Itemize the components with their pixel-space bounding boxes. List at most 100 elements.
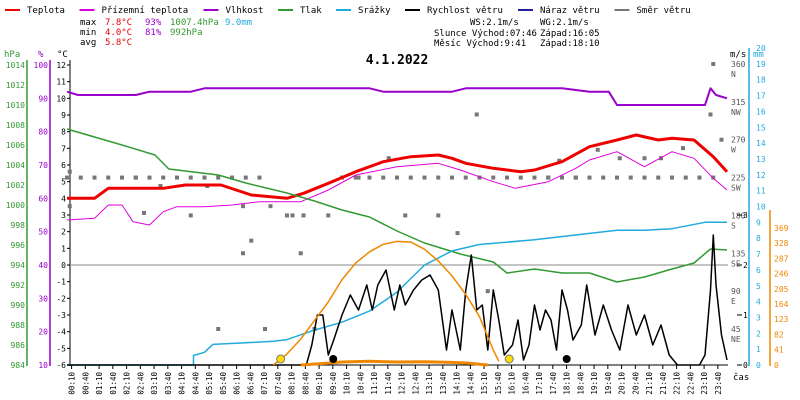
time-tick-39: 19:40 [604, 372, 613, 395]
wm2-tick-5: 164 [774, 300, 789, 309]
wind-dir-point-6 [147, 175, 152, 180]
stat-temp-1: 4.0°C [105, 28, 132, 38]
mm-tick-3: 17 [756, 92, 766, 101]
time-tick-35: 17:40 [549, 372, 558, 395]
wind-dir-point-73 [617, 156, 622, 161]
wind-dir-point-51 [656, 175, 661, 180]
hpa-unit: hPa [4, 50, 20, 60]
time-tick-36: 18:10 [563, 372, 572, 395]
mm-tick-19: 1 [756, 345, 761, 354]
temp-tick-16: -4 [56, 328, 66, 337]
wind-dir-point-76 [681, 146, 685, 151]
wind-dir-point-18 [142, 210, 146, 215]
time-tick-46: 23:10 [700, 372, 709, 395]
series-line-5 [67, 234, 728, 366]
wm2-tick-6: 123 [774, 315, 789, 324]
time-tick-2: 01:10 [95, 372, 104, 395]
time-tick-26: 13:10 [425, 372, 434, 395]
wind-dir-point-58 [263, 327, 267, 331]
mm-tick-2: 18 [756, 76, 766, 85]
wind-dir-point-60 [298, 251, 303, 256]
wind-dir-point-15 [67, 204, 72, 209]
plot-area [65, 62, 729, 367]
mm-tick-10: 10 [756, 203, 766, 212]
ms-tick-0: 3 [743, 211, 748, 220]
mm-tick-6: 14 [756, 139, 766, 148]
hpa-tick-7: 1000 [6, 201, 25, 210]
dir-tick-label-1: NW [731, 108, 741, 117]
dir-tick-0: 360 [731, 60, 746, 69]
temp-tick-3: 9 [61, 111, 66, 120]
mm-tick-14: 6 [756, 266, 761, 275]
time-tick-37: 18:40 [576, 372, 585, 395]
time-tick-24: 12:10 [398, 372, 407, 395]
legend-label-5: Rychlost větru [427, 6, 503, 16]
time-tick-28: 14:10 [453, 372, 462, 395]
legend-label-2: Vlhkost [226, 6, 264, 16]
time-tick-16: 08:10 [288, 372, 297, 395]
ms-tick-3: 0 [743, 361, 748, 370]
time-tick-19: 09:40 [329, 372, 338, 395]
series-line-0 [67, 133, 729, 200]
wind-dir-point-3 [106, 175, 111, 180]
time-tick-23: 11:40 [384, 372, 393, 395]
wind-dir-point-36 [450, 175, 454, 180]
wind-dir-point-49 [628, 175, 633, 180]
time-tick-34: 17:10 [535, 372, 544, 395]
wind-dir-point-26 [301, 213, 306, 218]
stat-label-0: max [80, 18, 97, 28]
wind-dir-point-66 [455, 231, 460, 236]
pct-tick-2: 80 [38, 128, 48, 137]
time-tick-21: 10:40 [356, 372, 365, 395]
wind-dir-point-78 [711, 62, 716, 66]
time-tick-31: 15:40 [494, 372, 503, 395]
wind-dir-point-17 [133, 175, 138, 180]
temp-tick-1: 11 [56, 78, 66, 87]
hpa-tick-4: 1006 [6, 141, 25, 150]
time-tick-41: 20:40 [631, 372, 640, 395]
temp-tick-17: -5 [56, 344, 66, 353]
wind-dir-point-4 [120, 175, 124, 180]
stat-wg: WG:2.1m/s [540, 18, 589, 28]
stat-moon-set: Západ:18:10 [540, 39, 600, 49]
pct-tick-0: 100 [34, 61, 49, 70]
wm2-tick-9: 0 [774, 361, 779, 370]
wind-dir-point-62 [356, 175, 361, 180]
mm-tick-17: 3 [756, 313, 761, 322]
wind-dir-point-11 [216, 175, 221, 180]
dir-tick-label-0: N [731, 70, 736, 79]
wind-dir-point-23 [249, 238, 254, 243]
wind-dir-point-16 [67, 169, 72, 174]
pct-tick-7: 30 [38, 294, 48, 303]
stat-temp-2: 5.8°C [105, 38, 132, 48]
dir-tick-4: 180 [731, 211, 746, 220]
stat-hum-1: 81% [145, 28, 162, 38]
dir-tick-label-2: W [731, 146, 736, 155]
series-line-3 [66, 128, 728, 283]
temp-tick-13: -1 [56, 278, 66, 287]
wm2-tick-2: 287 [774, 254, 789, 263]
mm-tick-12: 8 [756, 234, 761, 243]
pct-tick-5: 50 [38, 228, 48, 237]
legend-label-6: Náraz větru [540, 6, 600, 16]
pct-tick-6: 40 [38, 261, 48, 270]
wind-dir-point-39 [491, 175, 496, 180]
wind-dir-point-20 [188, 213, 193, 218]
wind-dir-point-44 [560, 175, 564, 180]
hpa-tick-14: 986 [11, 341, 26, 350]
series-line-1 [66, 151, 728, 226]
wind-dir-point-7 [161, 175, 166, 180]
wind-dir-point-8 [175, 175, 179, 180]
hpa-tick-6: 1002 [6, 181, 25, 190]
temp-unit: °C [57, 50, 68, 60]
wm2-tick-4: 205 [774, 285, 789, 294]
time-tick-42: 21:10 [645, 372, 654, 395]
sunrise-marker [276, 354, 286, 364]
wind-dir-point-48 [615, 175, 619, 180]
hpa-tick-3: 1008 [6, 121, 25, 130]
wind-dir-point-63 [386, 156, 391, 161]
wind-dir-point-65 [436, 213, 441, 218]
wind-dir-point-46 [587, 175, 592, 180]
time-tick-0: 00:10 [68, 372, 77, 395]
chart-title: 4.1.2022 [366, 53, 429, 68]
